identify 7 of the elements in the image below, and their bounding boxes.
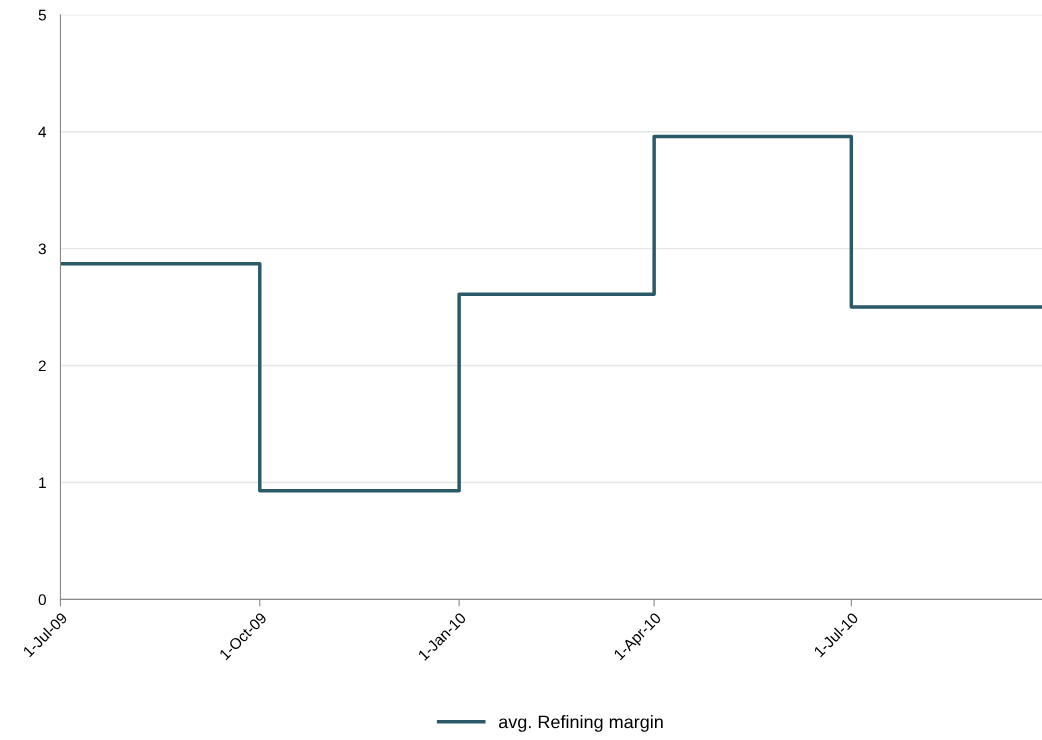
y-tick-label: 4 <box>38 126 47 138</box>
y-tick-label: 5 <box>38 9 46 21</box>
y-tick-label: 0 <box>38 594 46 606</box>
legend-label: avg. Refining margin <box>498 715 663 732</box>
y-tick-label: 1 <box>39 477 46 489</box>
y-tick-label: 2 <box>38 360 46 372</box>
y-tick-label: 3 <box>38 243 46 255</box>
